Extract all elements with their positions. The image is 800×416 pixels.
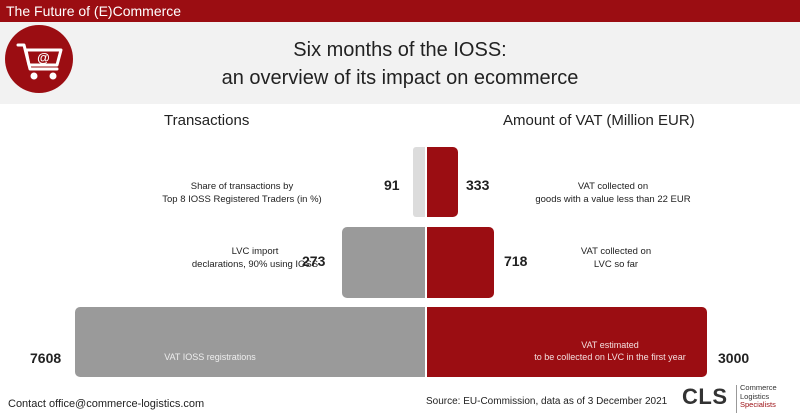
row2-left-value: 273 — [302, 253, 326, 269]
at-symbol: @ — [37, 50, 50, 65]
title-line-2: an overview of its impact on ecommerce — [221, 67, 579, 89]
row3-right-value: 3000 — [718, 350, 750, 366]
cls-line-2: Logistics — [740, 391, 770, 401]
right-column-title: Amount of VAT (Million EUR) — [503, 112, 695, 129]
row3-left-label: VAT IOSS registrations — [164, 352, 256, 362]
row3-left-bar — [75, 307, 425, 377]
row1-left-value: 91 — [384, 177, 400, 193]
cls-line-1: Commerce — [740, 383, 777, 392]
row2-right-label: VAT collected on LVC so far — [580, 246, 652, 270]
row3-right-label: VAT estimated to be collected on LVC in … — [534, 340, 686, 362]
row2-left-bar — [342, 227, 425, 298]
row3-right-bar — [427, 307, 707, 377]
row1-left-bar — [413, 147, 425, 217]
source-text: Source: EU-Commission, data as of 3 Dece… — [426, 396, 668, 407]
section-tag: The Future of (E)Commerce — [6, 3, 182, 19]
row1-right-bar — [427, 147, 458, 217]
contact-text: Contact office@commerce-logistics.com — [8, 398, 205, 410]
cls-logo-mark: CLS — [682, 384, 728, 409]
row2-right-value: 718 — [504, 253, 528, 269]
cls-logo-divider — [736, 385, 737, 413]
row3-left-value: 7608 — [30, 350, 62, 366]
row1-left-label: Share of transactions by Top 8 IOSS Regi… — [162, 181, 322, 205]
header-band — [0, 22, 800, 104]
shopping-cart-at-icon: @ — [5, 25, 73, 93]
left-column-title: Transactions — [164, 112, 250, 129]
row1-right-value: 333 — [466, 177, 490, 193]
row2-left-label: LVC import declarations, 90% using IOSS — [191, 246, 319, 270]
top-bar: The Future of (E)Commerce — [0, 0, 800, 22]
row2-right-bar — [427, 227, 494, 298]
row1-right-label: VAT collected on goods with a value less… — [535, 181, 691, 205]
title-line-1: Six months of the IOSS: — [293, 39, 507, 61]
cls-logo-text: Commerce Logistics Specialists — [740, 383, 777, 410]
page-title: Six months of the IOSS: an overview of i… — [150, 36, 650, 92]
cls-line-3: Specialists — [740, 400, 776, 409]
